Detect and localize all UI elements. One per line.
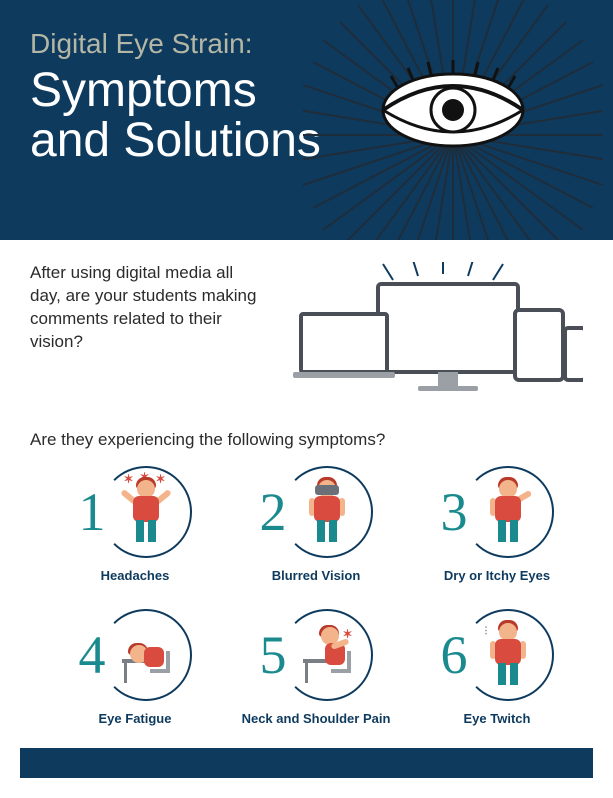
- symptom-blurred-vision: 2 Blurred Vision: [241, 466, 391, 583]
- symptom-label: Neck and Shoulder Pain: [241, 711, 391, 726]
- symptom-label: Eye Fatigue: [60, 711, 210, 726]
- symptom-label: Headaches: [60, 568, 210, 583]
- symptom-number: 5: [260, 624, 287, 686]
- symptom-number: 3: [441, 481, 468, 543]
- intro-text: After using digital media all day, are y…: [30, 262, 260, 354]
- footer-bar: [20, 748, 593, 778]
- symptom-question: Are they experiencing the following symp…: [0, 412, 613, 458]
- symptom-icon-twitch: ⋮: [462, 609, 554, 701]
- symptom-icon-dry-eyes: [462, 466, 554, 558]
- symptom-number: 1: [79, 481, 106, 543]
- devices-illustration: [280, 262, 583, 402]
- symptom-number: 2: [260, 481, 287, 543]
- title-line-1: Symptoms: [30, 64, 257, 117]
- header-banner: Digital Eye Strain: Symptoms and Solutio…: [0, 0, 613, 240]
- symptom-label: Blurred Vision: [241, 568, 391, 583]
- symptom-eye-twitch: 6 ⋮ Eye Twitch: [422, 609, 572, 726]
- symptom-eye-fatigue: 4 Eye Fatigue: [60, 609, 210, 726]
- symptom-icon-neck-pain: ✶: [281, 609, 373, 701]
- title-line-2: and Solutions: [30, 114, 321, 167]
- symptom-headaches: 1 ✶✶✶ Headaches: [60, 466, 210, 583]
- symptom-label: Eye Twitch: [422, 711, 572, 726]
- symptom-icon-blurred: [281, 466, 373, 558]
- symptom-icon-fatigue: [100, 609, 192, 701]
- symptom-grid: 1 ✶✶✶ Headaches 2: [0, 458, 613, 736]
- symptom-number: 6: [441, 624, 468, 686]
- intro-section: After using digital media all day, are y…: [0, 240, 613, 412]
- symptom-icon-headache: ✶✶✶: [100, 466, 192, 558]
- eye-rays-art: [303, 0, 603, 240]
- symptom-label: Dry or Itchy Eyes: [422, 568, 572, 583]
- symptom-dry-eyes: 3 Dry or Itchy Eyes: [422, 466, 572, 583]
- symptom-number: 4: [79, 624, 106, 686]
- symptom-neck-pain: 5 ✶ Neck and Shoulder Pain: [241, 609, 391, 726]
